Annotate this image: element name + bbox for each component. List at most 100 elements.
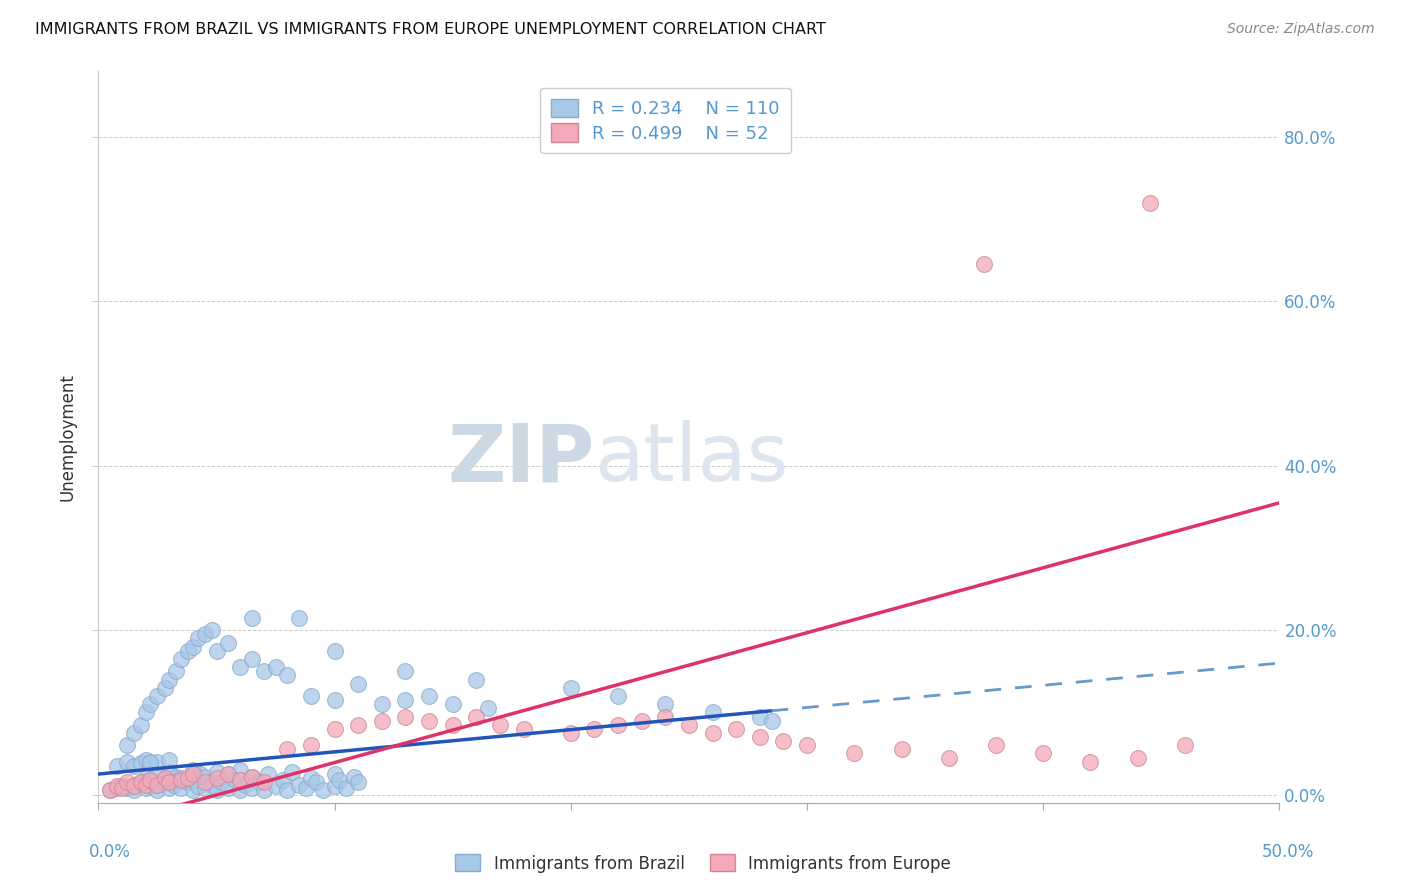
Point [394, 665, 416, 679]
Point [170, 780, 193, 795]
Point [418, 689, 440, 703]
Point [170, 652, 193, 666]
Point [271, 772, 294, 787]
Point [165, 665, 187, 679]
Point [205, 771, 228, 785]
Point [187, 780, 209, 794]
Point [276, 783, 298, 797]
Point [984, 739, 1007, 753]
Point [418, 714, 440, 728]
Point [177, 775, 200, 789]
Point [328, 772, 350, 787]
Point [394, 709, 416, 723]
Point [654, 709, 676, 723]
Point [217, 780, 239, 795]
Point [702, 726, 724, 740]
Point [560, 681, 582, 695]
Point [122, 726, 145, 740]
Point [844, 747, 866, 761]
Point [229, 772, 252, 787]
Point [181, 767, 204, 781]
Point [583, 722, 606, 736]
Point [335, 780, 357, 795]
Point [105, 759, 128, 773]
Point [323, 693, 346, 707]
Point [181, 640, 204, 654]
Point [796, 739, 818, 753]
Point [264, 780, 287, 794]
Point [1174, 739, 1197, 753]
Point [146, 778, 169, 792]
Point [247, 775, 270, 789]
Point [129, 775, 152, 789]
Point [371, 714, 394, 728]
Point [139, 697, 162, 711]
Point [347, 775, 370, 789]
Point [217, 767, 239, 781]
Point [305, 775, 328, 789]
Point [194, 775, 217, 789]
Point [163, 778, 186, 792]
Point [477, 701, 499, 715]
Point [194, 770, 217, 784]
Text: atlas: atlas [595, 420, 789, 498]
Point [748, 709, 770, 723]
Point [342, 770, 364, 784]
Legend: Immigrants from Brazil, Immigrants from Europe: Immigrants from Brazil, Immigrants from … [449, 847, 957, 880]
Point [181, 763, 204, 777]
Point [217, 635, 239, 649]
Point [276, 742, 298, 756]
Point [489, 717, 512, 731]
Y-axis label: Unemployment: Unemployment [59, 373, 77, 501]
Point [299, 739, 322, 753]
Point [146, 689, 169, 703]
Point [115, 775, 138, 789]
Point [607, 717, 630, 731]
Point [465, 709, 488, 723]
Point [240, 780, 263, 795]
Point [347, 676, 370, 690]
Point [157, 673, 180, 687]
Text: Source: ZipAtlas.com: Source: ZipAtlas.com [1227, 22, 1375, 37]
Point [139, 756, 162, 771]
Point [122, 759, 145, 773]
Point [157, 753, 180, 767]
Point [973, 258, 995, 272]
Point [323, 780, 346, 794]
Point [240, 770, 263, 784]
Legend: R = 0.234    N = 110, R = 0.499    N = 52: R = 0.234 N = 110, R = 0.499 N = 52 [540, 87, 790, 153]
Point [146, 755, 169, 769]
Point [441, 697, 464, 711]
Point [115, 739, 138, 753]
Point [153, 771, 176, 785]
Point [187, 632, 209, 646]
Point [157, 772, 180, 787]
Point [607, 689, 630, 703]
Text: IMMIGRANTS FROM BRAZIL VS IMMIGRANTS FROM EUROPE UNEMPLOYMENT CORRELATION CHART: IMMIGRANTS FROM BRAZIL VS IMMIGRANTS FRO… [35, 22, 827, 37]
Point [129, 775, 152, 789]
Point [394, 693, 416, 707]
Point [139, 772, 162, 787]
Point [135, 778, 157, 792]
Point [105, 780, 128, 795]
Point [240, 611, 263, 625]
Point [938, 750, 960, 764]
Point [157, 780, 180, 795]
Point [441, 717, 464, 731]
Point [465, 673, 488, 687]
Point [323, 644, 346, 658]
Point [98, 783, 121, 797]
Point [122, 778, 145, 792]
Point [630, 714, 652, 728]
Point [98, 783, 121, 797]
Point [153, 681, 176, 695]
Point [512, 722, 534, 736]
Point [560, 726, 582, 740]
Point [323, 722, 346, 736]
Point [217, 767, 239, 781]
Point [157, 764, 180, 779]
Point [205, 764, 228, 779]
Point [233, 778, 256, 792]
Point [146, 783, 169, 797]
Point [181, 783, 204, 797]
